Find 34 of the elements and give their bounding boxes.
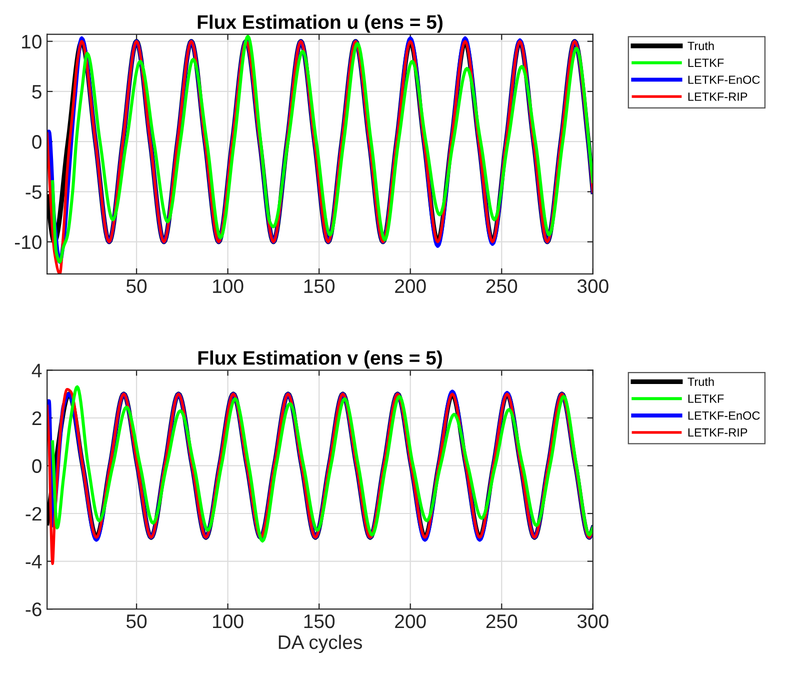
x-tick-label: 150 — [304, 614, 335, 628]
y-tick-label: 0 — [32, 135, 42, 149]
legend-label: Truth — [688, 41, 714, 50]
y-tick-label: -10 — [14, 235, 42, 250]
y-tick-label: 10 — [22, 34, 42, 49]
x-tick-label: 100 — [213, 279, 244, 294]
x-tick-label: 50 — [126, 614, 147, 628]
chart-title: Flux Estimation u (ens = 5) — [198, 14, 442, 33]
y-tick-label: 0 — [32, 459, 42, 473]
legend-label: LETKF-EnOC — [688, 76, 760, 84]
x-axis-title: DA cycles — [278, 634, 362, 653]
x-tick-label: 150 — [304, 279, 335, 294]
y-tick-label: -5 — [26, 185, 42, 199]
legend-label: LETKF-EnOC — [688, 411, 760, 420]
x-tick-label: 50 — [126, 279, 147, 294]
x-tick-label: 250 — [486, 614, 518, 628]
x-tick-label: 300 — [577, 614, 608, 628]
y-tick-label: 4 — [32, 364, 42, 378]
chart-title: Flux Estimation v (ens = 5) — [198, 350, 442, 369]
x-tick-label: 100 — [213, 614, 244, 628]
y-tick-label: -4 — [26, 554, 42, 568]
x-tick-label: 200 — [395, 279, 426, 294]
x-tick-label: 250 — [486, 279, 518, 294]
x-tick-label: 200 — [395, 614, 426, 628]
legend-label: Truth — [688, 377, 714, 386]
legend-label: LETKF — [688, 58, 724, 67]
legend-label: LETKF-RIP — [688, 92, 748, 101]
x-tick-label: 300 — [577, 279, 608, 294]
y-tick-label: -6 — [26, 602, 42, 616]
y-tick-label: 2 — [32, 411, 42, 425]
legend-label: LETKF-RIP — [688, 428, 748, 437]
y-tick-label: -2 — [26, 506, 42, 521]
legend-label: LETKF — [688, 394, 724, 403]
y-tick-label: 5 — [32, 85, 42, 99]
